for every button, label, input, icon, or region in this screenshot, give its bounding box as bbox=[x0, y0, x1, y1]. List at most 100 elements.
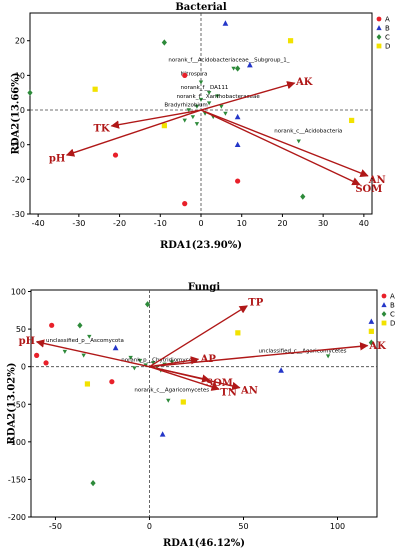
bacterial-taxon-point bbox=[296, 139, 301, 144]
fungi-taxon-point bbox=[62, 349, 68, 354]
fungi-sample-c bbox=[90, 480, 96, 487]
bacterial-vector-ak bbox=[200, 81, 296, 111]
bacterial-sample-a bbox=[235, 178, 241, 184]
bacterial-sample-a bbox=[182, 72, 188, 78]
bacterial-vector-label-an: AN bbox=[368, 175, 386, 186]
bacterial-vector-som bbox=[200, 109, 361, 186]
fungi-x-tick-label: -50 bbox=[49, 522, 62, 531]
fungi-zero-lines bbox=[31, 290, 377, 517]
fungi-sample-a bbox=[109, 379, 115, 385]
bacterial-y-tick-label: 0 bbox=[20, 106, 25, 115]
fungi-taxa: unclassified_p__Ascomycotanorank_p__Chyt… bbox=[46, 334, 347, 403]
bacterial-sample-d bbox=[92, 86, 98, 92]
fungi-taxon-point bbox=[128, 355, 133, 360]
bacterial-legend-marker-a bbox=[376, 16, 382, 22]
fungi-vector-ak bbox=[149, 342, 369, 368]
fungi-taxon-label: norank_c__Agaricomycetes bbox=[134, 387, 209, 393]
fungi-taxon-point bbox=[87, 334, 92, 339]
bacterial-rda-panel: Bacterial RDA1(23.90%) RDA2(13.66%) -40-… bbox=[10, 2, 390, 251]
bacterial-samples bbox=[27, 20, 355, 207]
bacterial-y-tick-label: 10 bbox=[15, 71, 25, 80]
fungi-rda-panel: Fungi RDA1(46.12%) RDA2(13.02%) -50 0 50 10… bbox=[6, 282, 395, 549]
bacterial-title: Bacterial bbox=[175, 2, 227, 13]
fungi-y-tick-label: 0 bbox=[21, 363, 26, 372]
bacterial-sample-b bbox=[246, 61, 253, 68]
fungi-vector-label-an: AN bbox=[240, 386, 258, 397]
fungi-vector-label-ph: pH bbox=[19, 336, 35, 347]
fungi-taxon-point bbox=[132, 366, 137, 371]
bacterial-vector-label-ak: AK bbox=[295, 77, 313, 88]
fungi-y-tick-label: 50 bbox=[16, 325, 26, 334]
fungi-taxon-point bbox=[166, 398, 171, 403]
fungi-legend-marker-a bbox=[381, 293, 387, 299]
bacterial-x-tick-label: -30 bbox=[72, 219, 85, 228]
fungi-y-tick-label: -200 bbox=[8, 513, 26, 522]
fungi-y-tick-label: -50 bbox=[13, 400, 26, 409]
bacterial-y-tick-label: -10 bbox=[12, 141, 25, 150]
bacterial-taxon-point bbox=[219, 104, 224, 109]
fungi-taxon-point bbox=[81, 353, 86, 358]
fungi-taxon-point bbox=[151, 361, 156, 366]
fungi-sample-b bbox=[278, 367, 284, 373]
fungi-sample-c bbox=[77, 322, 83, 329]
fungi-vector-label-ap: AP bbox=[200, 354, 217, 365]
fungi-x-tick-label: 50 bbox=[238, 522, 248, 531]
bacterial-sample-b bbox=[222, 20, 229, 26]
bacterial-x-tick-label: 40 bbox=[359, 219, 369, 228]
fungi-taxon-label: unclassified_p__Ascomycota bbox=[46, 338, 124, 344]
bacterial-taxon-point bbox=[198, 80, 204, 85]
bacterial-taxon-point bbox=[182, 118, 187, 123]
fungi-vector-label-tn: TN bbox=[220, 388, 237, 399]
fungi-vector-label-tp: TP bbox=[248, 298, 263, 309]
bacterial-sample-d bbox=[161, 123, 167, 129]
fungi-legend-label-d: D bbox=[390, 320, 395, 328]
bacterial-legend-label-d: D bbox=[385, 43, 390, 51]
fungi-legend-label-c: C bbox=[390, 311, 395, 319]
bacterial-legend-marker-c bbox=[376, 34, 382, 40]
bacterial-vector-tk bbox=[110, 109, 202, 129]
fungi-y-tick-label: -100 bbox=[8, 438, 26, 447]
fungi-vector-tp bbox=[149, 305, 248, 368]
bacterial-sample-d bbox=[287, 38, 294, 44]
bacterial-taxa: norank_f__Acidobacteriaceae__Subgroup_1_… bbox=[164, 58, 342, 144]
fungi-x-tick-label: 100 bbox=[330, 522, 345, 531]
fungi-ticks: -50 0 50 100 100 50 0 -50 -100 -150 -200 bbox=[8, 288, 345, 531]
bacterial-y-tick-label: -30 bbox=[12, 210, 25, 219]
fungi-sample-b bbox=[112, 344, 119, 351]
bacterial-legend-marker-b bbox=[376, 25, 382, 31]
bacterial-taxon-label: Bradyrhizobium bbox=[164, 103, 207, 109]
bacterial-x-tick-label: 10 bbox=[237, 219, 247, 228]
fungi-legend-label-a: A bbox=[390, 293, 395, 301]
fungi-title: Fungi bbox=[188, 282, 220, 293]
bacterial-legend-label-c: C bbox=[385, 34, 390, 42]
bacterial-legend-label-a: A bbox=[385, 16, 390, 24]
fungi-sample-c bbox=[368, 339, 374, 346]
bacterial-sample-b bbox=[234, 141, 241, 148]
fungi-sample-a bbox=[49, 322, 55, 328]
bacterial-taxon-label: norank_c__Acidobacteria bbox=[274, 129, 342, 135]
fungi-legend-label-b: B bbox=[390, 302, 395, 310]
fungi-taxon-point bbox=[169, 360, 175, 365]
bacterial-taxon-point bbox=[206, 101, 212, 106]
fungi-sample-d bbox=[84, 381, 91, 387]
bacterial-taxon-point bbox=[190, 115, 196, 120]
bacterial-vector-an bbox=[200, 109, 369, 178]
bacterial-sample-c bbox=[300, 193, 306, 200]
bacterial-y-axis-label: RDA2(13.66%) bbox=[10, 73, 21, 155]
fungi-sample-c bbox=[144, 301, 151, 308]
fungi-sample-d bbox=[235, 330, 241, 336]
bacterial-taxon-point bbox=[206, 90, 212, 95]
bacterial-sample-b bbox=[234, 113, 241, 120]
bacterial-sample-a bbox=[112, 152, 119, 158]
bacterial-taxon-label: Nitrospira bbox=[181, 71, 208, 77]
bacterial-sample-d bbox=[349, 117, 355, 124]
bacterial-legend-label-b: B bbox=[385, 25, 390, 33]
fungi-env-vectors: TPAPAKSOMANTNpH bbox=[19, 298, 386, 399]
fungi-taxon-point bbox=[325, 354, 331, 359]
bacterial-ticks: -40 -30 -20 -10 0 10 20 30 40 20 10 0 -10 -20 -30 bbox=[12, 37, 369, 228]
fungi-vector-label-ak: AK bbox=[368, 341, 386, 352]
fungi-vector-tn bbox=[149, 366, 220, 391]
